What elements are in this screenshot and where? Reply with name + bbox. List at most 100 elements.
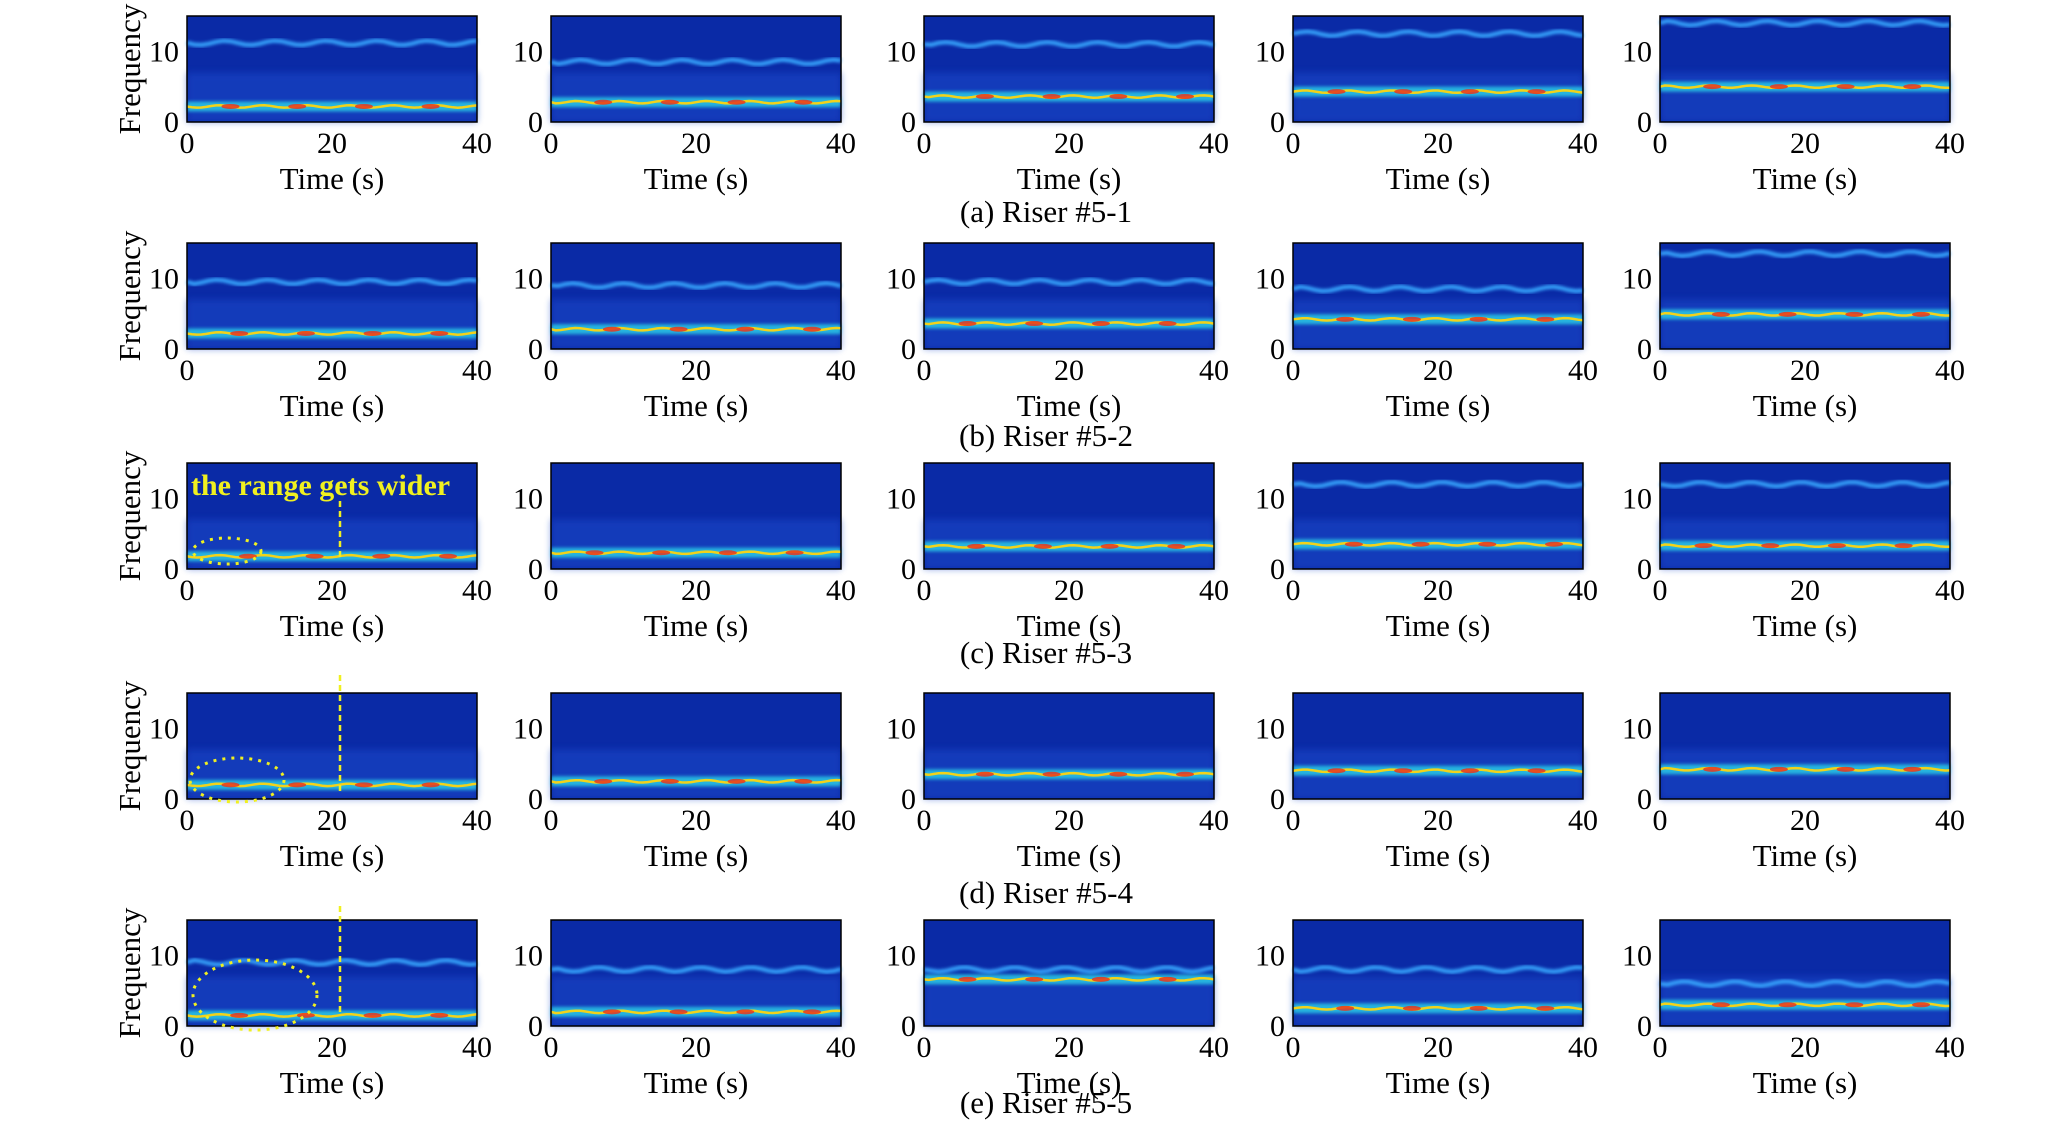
y-tick-label: 10 <box>1622 482 1652 515</box>
x-tick-label: 0 <box>180 574 195 607</box>
x-tick-label: 0 <box>180 1031 195 1064</box>
y-tick-label: 0 <box>1637 553 1652 586</box>
x-tick-label: 0 <box>917 1031 932 1064</box>
x-tick-label: 20 <box>1054 354 1084 387</box>
y-tick-label: 0 <box>164 106 179 139</box>
energy-hotspot <box>1109 94 1128 100</box>
energy-hotspot <box>1836 84 1855 90</box>
axes-frame <box>550 15 842 123</box>
spectrogram-panel-r2-c5: 0 10 0 20 40 Time (s) <box>1622 242 1965 423</box>
axes-frame <box>1292 692 1584 800</box>
x-tick-label: 40 <box>462 127 492 160</box>
energy-hotspot <box>288 782 307 788</box>
spectrogram-panel-r2-c4: 0 10 0 20 40 Time (s) <box>1255 242 1598 423</box>
dominant-frequency-ridge <box>550 326 842 332</box>
energy-hotspot <box>1536 1005 1555 1011</box>
energy-hotspot <box>1402 316 1421 322</box>
x-tick-label: 0 <box>1653 574 1668 607</box>
spectrogram-panel-r1-c2: 0 10 0 20 40 Time (s) <box>513 15 856 196</box>
x-tick-label: 0 <box>917 574 932 607</box>
energy-hotspot <box>1176 94 1194 100</box>
x-tick-label: 0 <box>180 354 195 387</box>
energy-hotspot <box>1703 766 1722 772</box>
x-tick-label: 0 <box>1653 127 1668 160</box>
energy-hotspot <box>1778 1002 1797 1008</box>
y-tick-label: 0 <box>1270 553 1285 586</box>
x-tick-label: 40 <box>462 804 492 837</box>
y-tick-label: 0 <box>528 783 543 816</box>
x-tick-label: 20 <box>1423 354 1453 387</box>
energy-hotspot <box>1042 94 1061 100</box>
y-tick-label: 0 <box>1270 783 1285 816</box>
axes-frame <box>186 692 478 800</box>
y-tick-label: 10 <box>513 939 543 972</box>
spectrogram-panel-r4-c5: 0 10 0 20 40 Time (s) <box>1622 692 1965 873</box>
energy-hotspot <box>1827 543 1846 549</box>
y-tick-label: 0 <box>528 1010 543 1043</box>
x-tick-label: 40 <box>1199 127 1229 160</box>
y-tick-label: 10 <box>1255 35 1285 68</box>
energy-hotspot <box>1903 84 1922 90</box>
x-tick-label: 40 <box>1199 1031 1229 1064</box>
energy-hotspot <box>1336 1005 1355 1011</box>
dominant-frequency-ridge <box>550 1009 842 1015</box>
x-tick-label: 40 <box>1935 804 1965 837</box>
axes-frame <box>186 15 478 123</box>
x-tick-label: 0 <box>544 354 559 387</box>
energy-hotspot <box>1158 321 1177 327</box>
spectrogram-panel-r5-c3: 0 10 0 20 40 Time (s) <box>886 919 1229 1100</box>
energy-hotspot <box>736 326 755 332</box>
x-axis-label: Time (s) <box>1017 161 1122 196</box>
energy-hotspot <box>585 550 604 556</box>
dominant-frequency-ridge <box>923 94 1215 99</box>
spectrogram-panel-r1-c5: 0 10 0 20 40 Time (s) <box>1622 15 1965 196</box>
energy-hotspot <box>1327 768 1346 774</box>
x-axis-label: Time (s) <box>280 388 385 423</box>
energy-hotspot <box>221 782 240 788</box>
x-tick-label: 0 <box>1286 574 1301 607</box>
y-tick-label: 0 <box>1637 783 1652 816</box>
x-tick-label: 20 <box>1423 127 1453 160</box>
y-tick-label: 0 <box>164 783 179 816</box>
energy-hotspot <box>1778 311 1797 317</box>
axes-frame <box>1292 15 1584 123</box>
dominant-frequency-ridge <box>1292 541 1584 547</box>
upper-frequency-band <box>186 958 478 967</box>
highlight-ellipse <box>188 756 286 804</box>
low-frequency-haze <box>187 72 477 122</box>
y-tick-label: 10 <box>1622 712 1652 745</box>
energy-hotspot <box>1091 321 1110 327</box>
row-caption: (b) Riser #5-2 <box>959 418 1133 453</box>
energy-hotspot <box>1903 766 1922 772</box>
y-tick-label: 0 <box>1637 333 1652 366</box>
y-tick-label: 10 <box>1255 939 1285 972</box>
axes-frame <box>923 242 1215 350</box>
energy-hotspot <box>1025 321 1044 327</box>
upper-frequency-band <box>1292 965 1584 974</box>
x-axis-label: Time (s) <box>644 838 749 873</box>
x-tick-label: 40 <box>826 574 856 607</box>
energy-hotspot <box>363 1012 382 1018</box>
energy-hotspot <box>230 1012 249 1018</box>
y-tick-label: 0 <box>901 1010 916 1043</box>
y-tick-label: 10 <box>149 939 179 972</box>
axes-frame <box>923 919 1215 1027</box>
energy-hotspot <box>1478 541 1497 547</box>
x-axis-label: Time (s) <box>1017 838 1122 873</box>
low-frequency-haze <box>1293 976 1583 1026</box>
x-tick-label: 20 <box>681 127 711 160</box>
energy-hotspot <box>967 543 986 549</box>
x-tick-label: 0 <box>1286 804 1301 837</box>
y-tick-label: 0 <box>901 783 916 816</box>
energy-hotspot <box>1769 766 1788 772</box>
energy-hotspot <box>354 103 373 109</box>
axes-frame <box>1292 242 1584 350</box>
x-tick-label: 20 <box>1790 127 1820 160</box>
row-caption: (c) Riser #5-3 <box>960 635 1132 670</box>
upper-frequency-band <box>923 965 1215 974</box>
x-tick-label: 40 <box>1568 574 1598 607</box>
y-tick-label: 0 <box>901 333 916 366</box>
x-axis-label: Time (s) <box>1386 838 1491 873</box>
spectrogram-panel-r2-c1: 0 10 0 20 40 Time (s) Frequency <box>112 230 492 423</box>
energy-hotspot <box>430 330 449 336</box>
